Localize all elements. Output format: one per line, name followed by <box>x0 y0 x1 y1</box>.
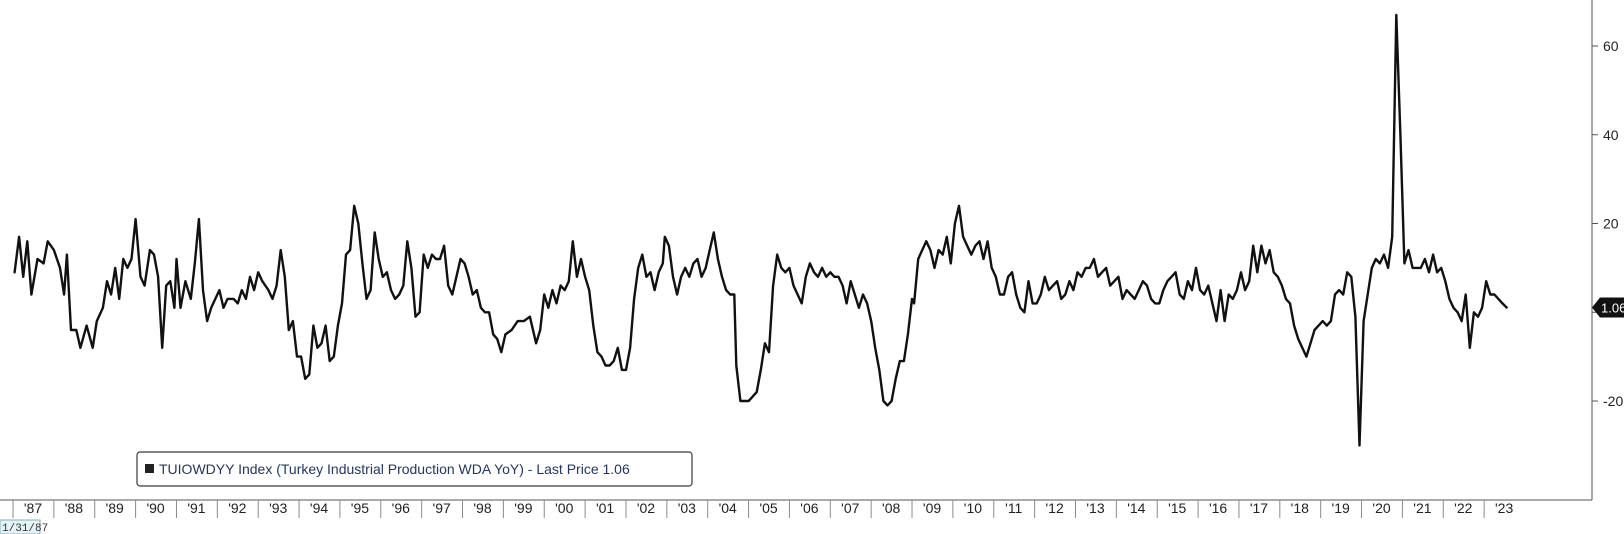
x-tick-label: '23 <box>1495 500 1513 516</box>
x-tick-label: '14 <box>1127 500 1145 516</box>
x-tick-label: '06 <box>800 500 818 516</box>
x-tick-label: '02 <box>637 500 655 516</box>
x-tick-label: '15 <box>1168 500 1186 516</box>
legend-box <box>136 451 693 487</box>
x-tick-label: '97 <box>433 500 451 516</box>
legend-swatch <box>145 464 154 473</box>
x-tick-label: '12 <box>1045 500 1063 516</box>
y-tick-label: 20 <box>1603 216 1619 232</box>
x-tick-label: '88 <box>65 500 83 516</box>
x-tick-label: '90 <box>146 500 164 516</box>
x-tick-label: '07 <box>841 500 859 516</box>
x-axis-ticks: '87 '88 '89 '90 '91 '92 '93 '94 '95 '96 '97 '98 '99 '… <box>12 500 1513 518</box>
x-tick-label: '00 <box>555 500 573 516</box>
x-tick-label: '05 <box>759 500 777 516</box>
x-tick-label: '87 <box>24 500 42 516</box>
y-tick-label: 60 <box>1603 38 1619 54</box>
x-tick-label: '92 <box>228 500 246 516</box>
x-tick-label: '95 <box>351 500 369 516</box>
x-tick-label: '94 <box>310 500 328 516</box>
x-tick-label: '91 <box>187 500 205 516</box>
x-tick-label: '08 <box>882 500 900 516</box>
legend: TUIOWDYY Index (Turkey Industrial Produc… <box>136 451 693 487</box>
x-tick-label: '18 <box>1291 500 1309 516</box>
x-tick-label: '10 <box>964 500 982 516</box>
x-tick-label: '22 <box>1454 500 1472 516</box>
x-tick-label: '11 <box>1005 500 1022 516</box>
x-tick-label: '20 <box>1372 500 1390 516</box>
x-tick-label: '89 <box>106 500 124 516</box>
start-date-label: 1/31/87 <box>2 523 48 534</box>
x-tick-label: '93 <box>269 500 287 516</box>
x-tick-label: '03 <box>678 500 696 516</box>
y-tick-label: -20 <box>1603 393 1623 409</box>
x-tick-label: '98 <box>473 500 491 516</box>
y-tick-label: 40 <box>1603 127 1619 143</box>
series-line <box>13 13 1508 447</box>
x-tick-label: '21 <box>1413 500 1431 516</box>
legend-label: TUIOWDYY Index (Turkey Industrial Produc… <box>159 461 630 477</box>
x-tick-label: '17 <box>1250 500 1268 516</box>
x-tick-label: '01 <box>596 500 614 516</box>
x-tick-label: '19 <box>1332 500 1350 516</box>
last-price-label: 1.06 <box>1601 301 1624 316</box>
x-tick-label: '96 <box>392 500 410 516</box>
x-tick-label: '04 <box>719 500 737 516</box>
last-price-tag: 1.06 <box>1592 297 1624 318</box>
x-tick-label: '09 <box>923 500 941 516</box>
x-tick-label: '99 <box>514 500 532 516</box>
start-date-marker: 1/31/87 <box>0 519 48 534</box>
x-tick-label: '13 <box>1086 500 1104 516</box>
y-axis-ticks: 60 40 20 -20 <box>1592 38 1623 409</box>
x-tick-label: '16 <box>1209 500 1227 516</box>
